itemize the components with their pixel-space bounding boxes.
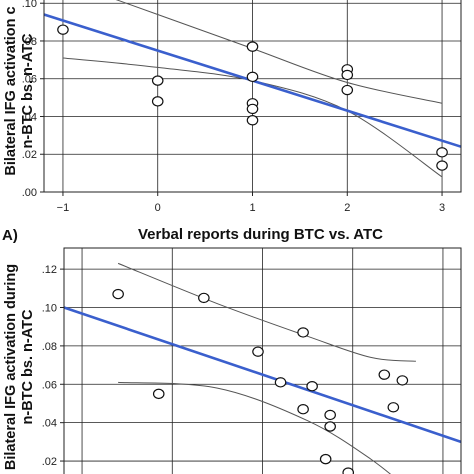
data-point [151,96,164,107]
y-tick-label: .04 [42,418,57,430]
data-point [297,327,309,338]
data-point [341,84,354,96]
data-point [246,103,259,115]
ci-lower-curve [118,381,392,474]
data-point [274,377,287,388]
plot-area [64,248,461,474]
data-point [324,409,336,421]
y-tick-label: .06 [42,379,57,391]
y-tick-label: .02 [42,456,57,468]
y-axis-label: n-BTC bs. n-ATC [20,309,36,424]
panel-label: A) [2,227,18,244]
x-axis-label: Verbal reports during BTC vs. ATC [138,226,383,243]
data-point [246,41,259,52]
ci-upper-curve [117,262,416,362]
y-tick-label: .08 [22,36,37,48]
x-tick-label: 1 [249,202,255,214]
x-tick-label: 3 [439,202,445,214]
data-point [252,346,264,357]
y-tick-label: .02 [22,149,37,161]
scatter-panel-b: .02 .04 .06 .08 .10 .12 Bilateral IFG activati… [3,247,462,474]
x-tick-label: 0 [155,202,161,214]
data-point [324,421,336,432]
y-axis-label: Bilateral IFG activation during [3,264,19,470]
data-point [342,467,355,474]
fit-line [64,306,461,444]
data-point [396,375,409,386]
y-tick-label: .12 [42,264,57,276]
data-point [436,147,448,158]
data-point [436,160,448,171]
data-point [246,115,259,126]
data-point [151,75,164,86]
y-axis-label: Bilateral IFG activation c [3,6,19,175]
scatter-panel-a: .00 .02 .04 .06 .08 .10 −1 0 1 2 3 Bilateral IFG ac… [2,0,462,244]
y-tick-label: .04 [22,111,37,123]
x-tick-label: −1 [57,202,70,214]
data-point [198,292,210,304]
x-tick-label: 2 [344,202,350,214]
y-tick-label: .10 [22,0,37,10]
data-point [57,24,69,35]
data-point [152,388,165,400]
plot-frame [63,247,462,474]
data-point [341,69,354,81]
data-point [112,288,124,300]
data-point [297,404,309,415]
data-point [246,71,259,83]
data-point [319,453,332,465]
data-point [306,380,318,392]
data-point [378,369,391,380]
data-point [387,402,400,413]
y-tick-label: .08 [42,341,57,353]
y-tick-label: .00 [22,187,37,199]
y-tick-label: .06 [22,74,37,86]
y-tick-label: .10 [42,303,57,315]
plot-area [44,0,461,192]
y-axis-label: n-BTC bs. n-ATC [20,33,36,148]
